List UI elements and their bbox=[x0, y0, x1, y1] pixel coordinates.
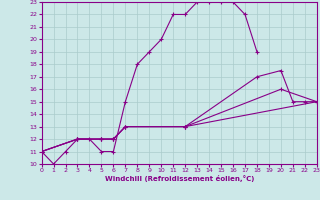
X-axis label: Windchill (Refroidissement éolien,°C): Windchill (Refroidissement éolien,°C) bbox=[105, 175, 254, 182]
